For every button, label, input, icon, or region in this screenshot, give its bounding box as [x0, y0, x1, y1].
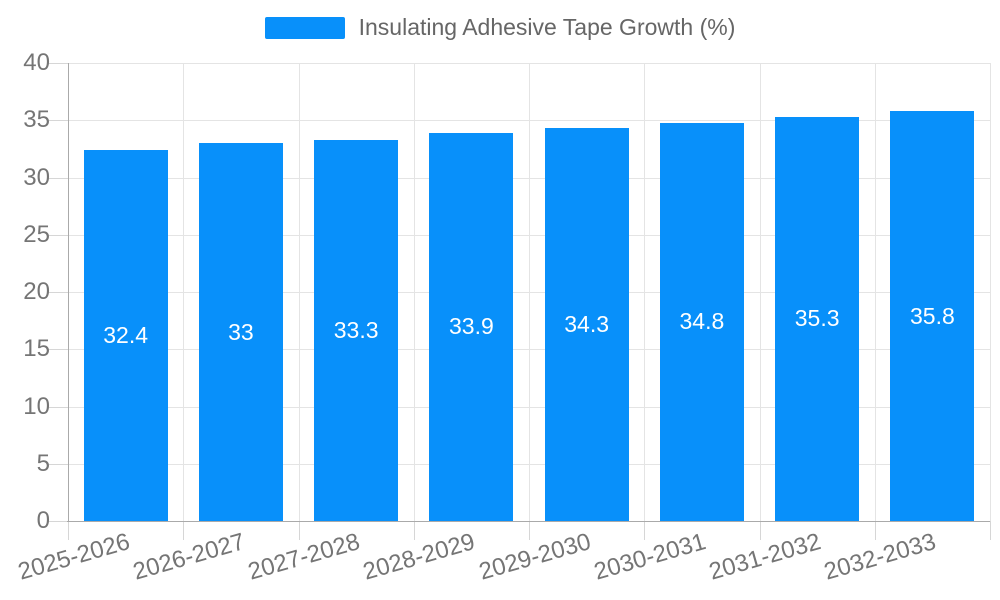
x-axis-tick — [990, 521, 991, 540]
gridline-v — [183, 63, 185, 521]
y-axis-label: 35 — [23, 106, 50, 134]
gridline-v — [874, 63, 876, 521]
y-axis-tick — [49, 63, 68, 64]
legend[interactable]: Insulating Adhesive Tape Growth (%) — [0, 16, 1000, 39]
y-axis-tick — [49, 463, 68, 465]
y-axis-label: 40 — [23, 49, 50, 76]
bar-value-label: 35.3 — [794, 305, 840, 332]
y-axis-label: 20 — [23, 278, 50, 305]
x-axis-tick — [298, 521, 300, 540]
gridline-v — [990, 63, 991, 521]
y-axis-label: 0 — [36, 507, 50, 534]
y-axis-tick — [49, 292, 68, 293]
x-axis-tick — [183, 521, 185, 540]
bar[interactable]: 33.3 — [314, 139, 399, 521]
bar-value-label: 34.8 — [679, 308, 725, 335]
y-axis-line — [68, 63, 69, 521]
bar-value-label: 33.3 — [333, 316, 379, 343]
legend-label: Insulating Adhesive Tape Growth (%) — [358, 14, 736, 40]
x-axis-tick — [644, 521, 646, 540]
x-axis-tick — [413, 521, 415, 540]
x-axis-tick — [68, 521, 69, 540]
bar-value-label: 32.4 — [103, 322, 148, 349]
y-axis-tick — [49, 406, 68, 408]
x-axis-line — [67, 521, 990, 522]
y-axis-label: 25 — [23, 220, 50, 248]
y-axis-label: 15 — [23, 335, 50, 363]
gridline-v — [413, 63, 415, 521]
bar[interactable]: 34.3 — [544, 128, 629, 521]
bar[interactable]: 32.4 — [83, 150, 168, 521]
bar-value-label: 35.8 — [909, 302, 955, 329]
y-axis-tick — [49, 177, 68, 179]
gridline-v — [759, 63, 761, 521]
x-axis-tick — [874, 521, 876, 540]
bar-value-label: 33.9 — [448, 313, 494, 340]
bar[interactable]: 35.3 — [775, 116, 860, 521]
bar-value-label: 33 — [228, 318, 254, 345]
y-axis-label: 5 — [36, 449, 50, 477]
y-axis-label: 30 — [23, 163, 50, 191]
y-axis-tick — [49, 521, 68, 522]
x-axis-tick — [529, 521, 530, 540]
legend-swatch-icon — [264, 16, 345, 39]
y-axis-tick — [49, 234, 68, 236]
y-axis-label: 10 — [23, 392, 50, 420]
x-axis-tick — [759, 521, 761, 540]
y-axis-tick — [49, 349, 68, 351]
gridline-v — [298, 63, 300, 521]
bar[interactable]: 33.9 — [429, 132, 514, 521]
plot-area: 32.4 33 33.3 33.9 34.3 34.8 35.3 35.8 0 5 10 15 20 2… — [15, 51, 991, 586]
bar[interactable]: 35.8 — [890, 111, 975, 521]
gridline-v — [529, 63, 530, 521]
bar-value-label: 34.3 — [564, 311, 609, 338]
bar[interactable]: 34.8 — [659, 122, 744, 521]
gridline-v — [644, 63, 646, 521]
y-axis-tick — [49, 120, 68, 122]
bar[interactable]: 33 — [198, 143, 283, 521]
